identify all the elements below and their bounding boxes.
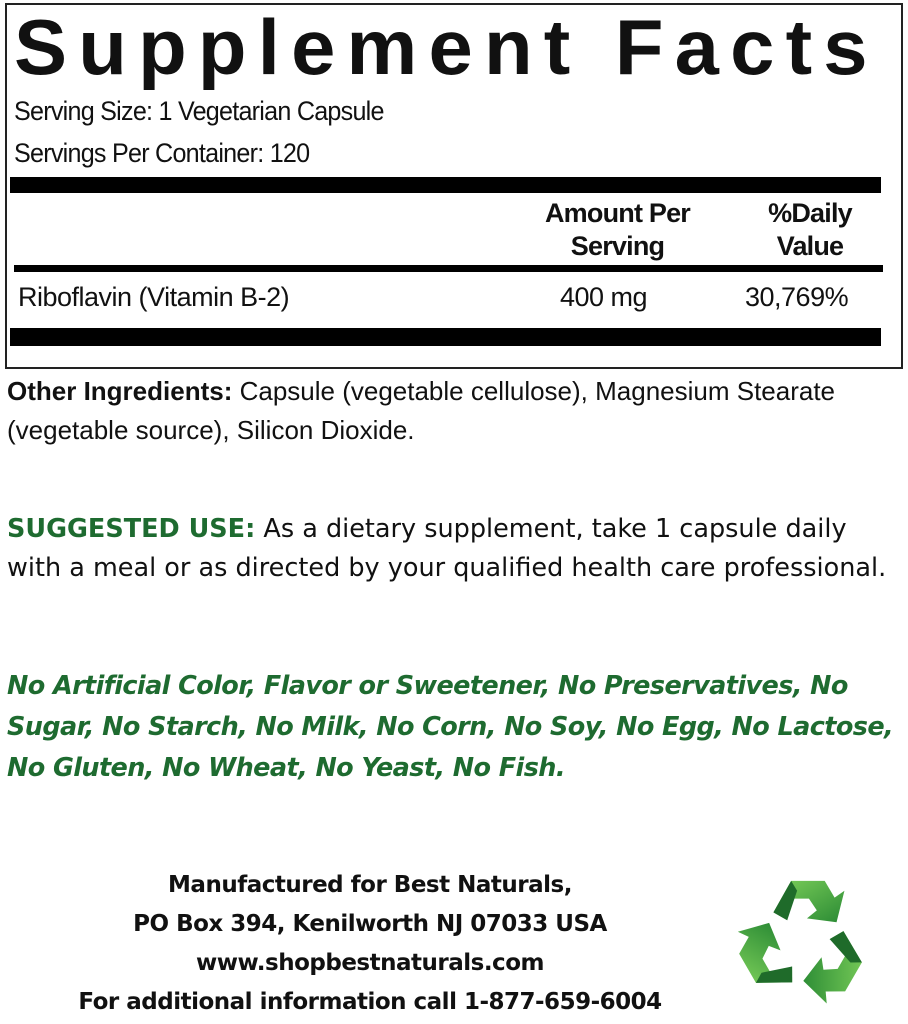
supplement-facts-panel (5, 3, 903, 369)
header-line: Value (776, 231, 844, 261)
suggested-use-text: As a dietary supplement, take 1 capsule … (7, 514, 887, 583)
manufacturer-line: Manufactured for Best Naturals, (168, 872, 572, 898)
manufacturer-phone: For additional information call 1-877-65… (78, 989, 662, 1015)
servings-per-container: Servings Per Container: 120 (14, 138, 310, 168)
daily-value-header: %Daily Value (740, 197, 880, 263)
manufacturer-address: PO Box 394, Kenilworth NJ 07033 USA (133, 911, 607, 937)
manufacturer-info: Manufactured for Best Naturals, PO Box 3… (0, 866, 740, 1022)
nutrient-dv: 30,769% (745, 282, 849, 312)
divider-thick (10, 328, 881, 346)
other-ingredients-text: Capsule (vegetable cellulose), Magnesium… (7, 376, 836, 445)
suggested-use-label: SUGGESTED USE: (7, 514, 256, 544)
suggested-use: SUGGESTED USE: As a dietary supplement, … (7, 510, 897, 588)
nutrient-amount: 400 mg (560, 282, 648, 312)
recycle-icon (729, 880, 871, 1009)
divider-thin (14, 265, 883, 272)
nutrient-name: Riboflavin (Vitamin B-2) (18, 282, 290, 312)
serving-size: Serving Size: 1 Vegetarian Capsule (14, 96, 384, 126)
amount-per-serving-header: Amount Per Serving (525, 197, 710, 263)
divider-thick (10, 177, 881, 193)
header-line: Amount Per (544, 198, 691, 228)
panel-title: Supplement Facts (14, 3, 879, 91)
other-ingredients-label: Other Ingredients: (7, 376, 233, 406)
header-line: Serving (570, 231, 665, 261)
manufacturer-website: www.shopbestnaturals.com (196, 950, 544, 976)
other-ingredients: Other Ingredients: Capsule (vegetable ce… (7, 372, 902, 450)
free-from-claims: No Artificial Color, Flavor or Sweetener… (7, 671, 894, 783)
header-line: %Daily (768, 198, 853, 228)
